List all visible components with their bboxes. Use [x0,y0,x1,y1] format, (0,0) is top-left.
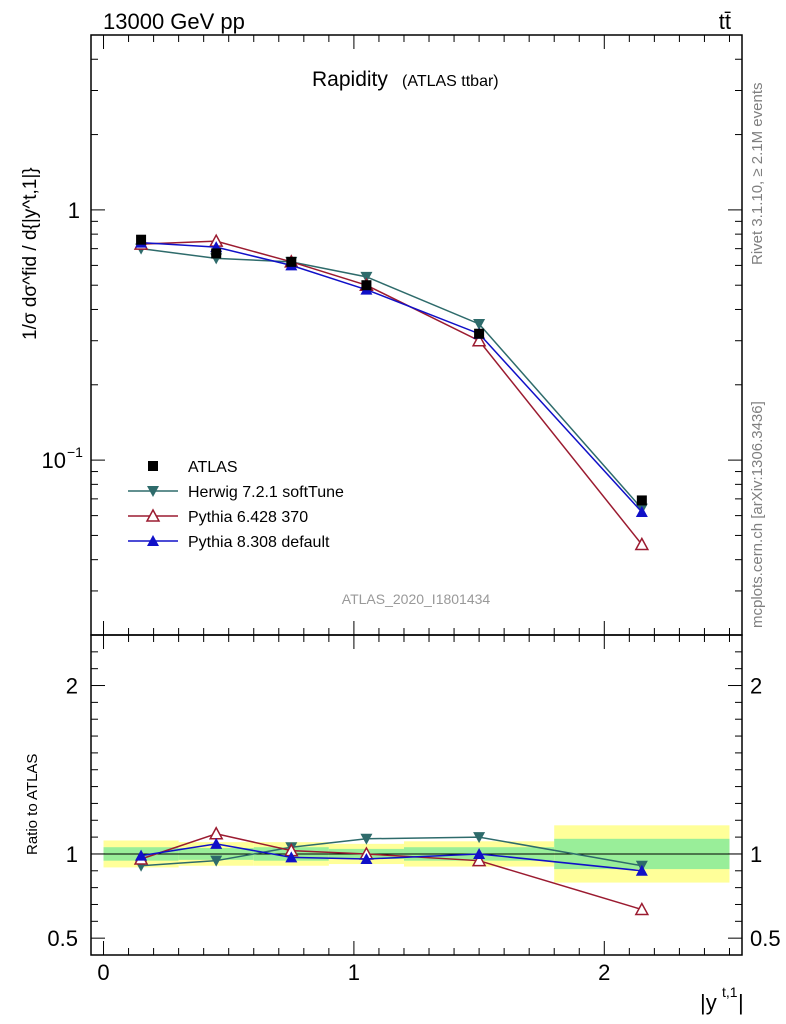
x-tick-label: 0 [97,960,109,985]
ratio-point-3 [473,847,486,859]
ratio-point-1 [473,832,486,844]
data-point [136,234,147,245]
ratio-line-1 [141,836,642,867]
ratio-point-3 [635,864,648,876]
series-point-1 [473,318,486,330]
ratio-y-tick-label-left: 1 [66,842,78,867]
legend-marker-0 [148,461,158,471]
y-tick-label-exponent: −1 [67,444,83,460]
ratio-point-1 [360,833,373,845]
data-point [636,495,647,506]
ratio-frame [90,634,743,956]
x-axis-label-end: | [738,990,744,1015]
ratio-point-2 [471,853,487,867]
series-line-3 [141,241,643,513]
legend-label: Pythia 6.428 370 [188,509,308,526]
series-line-1 [140,247,643,510]
y-tick-label: 10 [42,448,66,473]
ratio-point-2 [208,826,224,840]
ratio-point-3 [360,853,373,864]
series-point-1 [360,271,373,283]
y-axis-label-text: 1/σ dσ^fid / d{|y^t,1|} [20,167,41,340]
legend-marker-2 [145,508,161,522]
ratio-point-3 [210,837,223,849]
data-point [361,280,372,291]
ratio-point-3 [135,849,148,861]
ratio-y-tick-label-right: 2 [750,674,762,699]
ratio-line-3 [140,843,642,872]
analysis-label: ATLAS_2020_I1801434 [342,591,491,607]
x-tick-label: 1 [348,960,360,985]
chart-title: Rapidity (ATLAS ttbar) [312,68,499,91]
x-axis-label-sup: t,1 [722,984,738,1000]
data-point [211,248,222,259]
y-axis-label: 1/σ dσ^fid / d{|y^t,1|} [20,167,41,340]
chart-title-text: Rapidity [312,68,388,91]
x-axis-label-text: |y [700,990,717,1015]
y-tick-label: 1 [68,198,80,223]
x-axis-label: |y t,1 | [700,984,744,1015]
legend-marker-3 [147,535,159,546]
energy-label: 13000 GeV pp [103,9,245,34]
series-line-2 [141,240,643,545]
ratio-y-tick-label-left: 2 [66,674,78,699]
ratio-y-tick-label-right: 0.5 [750,926,781,951]
ratio-point-1 [210,855,223,867]
x-tick-label: 2 [598,960,610,985]
ratio-point-3 [285,851,298,863]
legend-label: ATLAS [188,459,238,476]
ratio-y-axis-label: Ratio to ATLAS [24,754,41,855]
plot-layer: 0 1 2 1 10 −1 0.5 0.5 1 1 2 2 ATLAS Herwig 7.2.1 soft… [42,34,781,985]
process-label: tt̄ [719,9,731,34]
legend-label: Pythia 8.308 default [188,534,330,551]
ratio-y-tick-label-left: 0.5 [47,926,78,951]
series-point-3 [635,506,648,518]
ratio-line-2 [140,832,643,911]
chart-subtitle-text: (ATLAS ttbar) [402,73,499,90]
legend-label: Herwig 7.2.1 softTune [188,484,344,501]
ratio-y-tick-label-right: 1 [750,842,762,867]
series-point-2 [471,333,487,347]
legend-marker-1 [147,486,159,497]
mcplots-label: mcplots.cern.ch [arXiv:1306.3436] [749,401,766,628]
rivet-version-label: Rivet 3.1.10, ≥ 2.1M events [749,83,766,266]
ratio-point-2 [634,901,650,916]
data-point [286,256,297,267]
series-point-2 [634,536,650,551]
data-point [474,328,485,339]
